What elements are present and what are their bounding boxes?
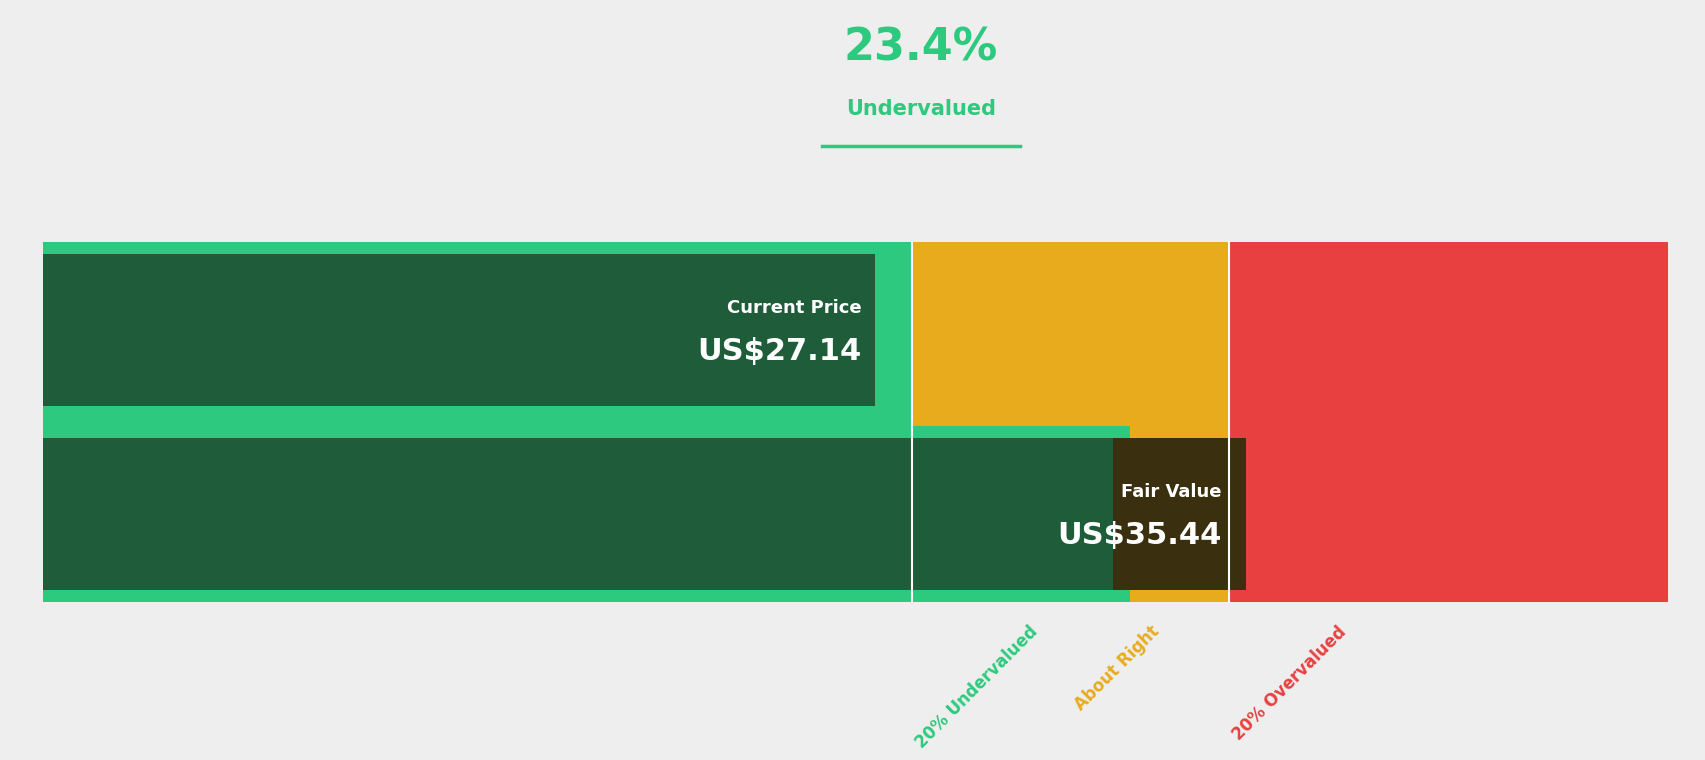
Bar bbox=[43, 439, 1129, 590]
Bar bbox=[1229, 242, 1667, 602]
Text: US$27.14: US$27.14 bbox=[697, 337, 861, 366]
Text: Fair Value: Fair Value bbox=[1120, 483, 1221, 502]
Bar bbox=[43, 406, 875, 418]
Text: 20% Undervalued: 20% Undervalued bbox=[912, 622, 1042, 752]
Bar bbox=[43, 426, 1129, 439]
Bar bbox=[912, 242, 1229, 602]
Text: 23.4%: 23.4% bbox=[844, 26, 997, 69]
Text: 20% Overvalued: 20% Overvalued bbox=[1229, 622, 1350, 743]
Bar bbox=[43, 242, 875, 254]
Bar bbox=[43, 242, 912, 602]
Bar bbox=[43, 590, 1129, 602]
Text: US$35.44: US$35.44 bbox=[1057, 521, 1221, 550]
Bar bbox=[43, 254, 875, 406]
Bar bbox=[1112, 439, 1245, 590]
Text: Current Price: Current Price bbox=[726, 299, 861, 317]
Text: About Right: About Right bbox=[1071, 622, 1163, 714]
Text: Undervalued: Undervalued bbox=[846, 99, 996, 119]
